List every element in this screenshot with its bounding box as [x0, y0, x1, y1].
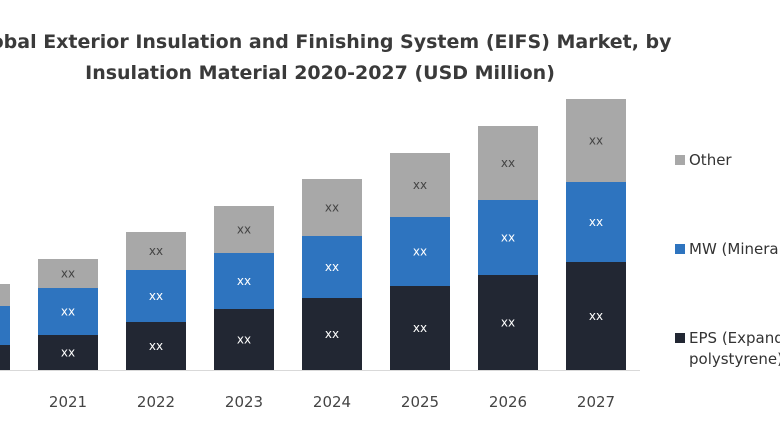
data-label-2022-2: xx — [149, 244, 163, 258]
x-tick-label-2021: 2021 — [49, 393, 87, 411]
data-label-2024-0: xx — [325, 327, 339, 341]
x-tick-label-2023: 2023 — [225, 393, 263, 411]
legend-swatch-2 — [675, 155, 685, 165]
data-label-2026-1: xx — [501, 231, 515, 245]
data-label-2025-0: xx — [413, 321, 427, 335]
bar-segment-2023-1 — [214, 253, 274, 309]
legend-label-1: MW (Mineral Wool) — [689, 240, 780, 258]
bar-segment-2025-0 — [390, 286, 450, 370]
bar-segment-2026-1 — [478, 200, 538, 275]
bar-segment-2026-0 — [478, 275, 538, 370]
legend-swatch-0 — [675, 333, 685, 343]
bar-segment-2020-0 — [0, 345, 10, 370]
x-tick-label-2026: 2026 — [489, 393, 527, 411]
data-label-2022-0: xx — [149, 339, 163, 353]
data-label-2024-1: xx — [325, 260, 339, 274]
data-label-2026-0: xx — [501, 316, 515, 330]
bar-segment-2021-1 — [38, 288, 98, 335]
data-label-2027-0: xx — [589, 309, 603, 323]
bar-segment-2022-2 — [126, 232, 186, 270]
bar-segment-2023-0 — [214, 309, 274, 370]
bar-segment-2020-1 — [0, 306, 10, 345]
legend-label-2: Other — [689, 151, 732, 169]
bar-segment-2025-2 — [390, 153, 450, 217]
data-label-2021-2: xx — [61, 267, 75, 281]
data-label-2027-2: xx — [589, 134, 603, 148]
legend-label-0: EPS (Expanded — [689, 329, 780, 347]
data-label-2025-2: xx — [413, 178, 427, 192]
bar-segment-2022-0 — [126, 322, 186, 370]
bar-segment-2022-1 — [126, 270, 186, 322]
x-tick-label-2024: 2024 — [313, 393, 351, 411]
x-tick-label-2027: 2027 — [577, 393, 615, 411]
x-tick-label-2022: 2022 — [137, 393, 175, 411]
bar-segment-2025-1 — [390, 217, 450, 286]
bar-segment-2024-2 — [302, 179, 362, 236]
bar-segment-2021-2 — [38, 259, 98, 288]
chart-title-line-1: Global Exterior Insulation and Finishing… — [0, 31, 672, 53]
data-label-2022-1: xx — [149, 289, 163, 303]
data-label-2021-1: xx — [61, 305, 75, 319]
bar-segment-2027-1 — [566, 182, 626, 262]
bar-segment-2020-2 — [0, 284, 10, 306]
chart-title-line-2: Insulation Material 2020-2027 (USD Milli… — [85, 62, 555, 84]
data-label-2023-1: xx — [237, 274, 251, 288]
data-label-2023-2: xx — [237, 223, 251, 237]
bar-segment-2023-2 — [214, 206, 274, 253]
x-tick-label-2025: 2025 — [401, 393, 439, 411]
legend-label-0: polystyrene) — [689, 350, 780, 368]
legend-swatch-1 — [675, 244, 685, 254]
bar-segment-2027-0 — [566, 262, 626, 370]
bar-segment-2024-0 — [302, 298, 362, 370]
bar-segment-2024-1 — [302, 236, 362, 298]
bar-segment-2027-2 — [566, 99, 626, 182]
bar-segment-2021-0 — [38, 335, 98, 370]
data-label-2027-1: xx — [589, 215, 603, 229]
data-label-2024-2: xx — [325, 201, 339, 215]
data-label-2021-0: xx — [61, 346, 75, 360]
data-label-2026-2: xx — [501, 156, 515, 170]
data-label-2025-1: xx — [413, 245, 427, 259]
bar-segment-2026-2 — [478, 126, 538, 200]
data-label-2023-0: xx — [237, 333, 251, 347]
